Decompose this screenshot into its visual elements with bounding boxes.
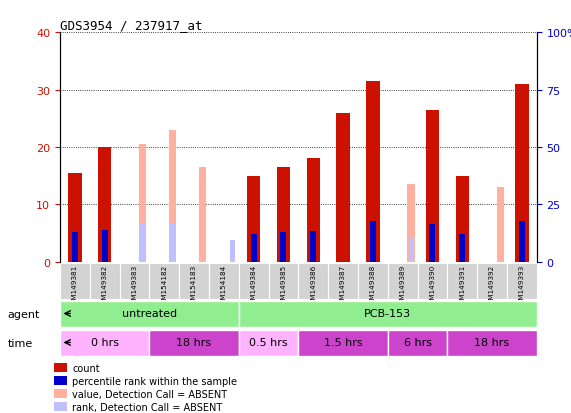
Bar [150,263,179,299]
Bar [519,221,525,262]
Bar [507,263,537,299]
Bar [366,82,380,262]
Bar [459,235,465,262]
Text: GSM149393: GSM149393 [519,264,525,309]
Bar [515,85,529,262]
Text: 0 hrs: 0 hrs [91,338,119,348]
Bar [370,221,376,262]
Bar [119,263,150,299]
Bar [54,363,67,372]
Text: GSM149383: GSM149383 [131,264,138,309]
Bar [72,233,78,262]
Bar [170,224,175,262]
Bar [54,402,67,411]
Text: time: time [7,338,33,348]
Bar [299,330,388,356]
Text: GSM149391: GSM149391 [459,264,465,309]
Text: GSM149384: GSM149384 [251,264,256,309]
Bar [239,263,268,299]
Text: GSM149390: GSM149390 [429,264,436,309]
Text: percentile rank within the sample: percentile rank within the sample [72,376,237,386]
Bar [417,263,447,299]
Text: rank, Detection Call = ABSENT: rank, Detection Call = ABSENT [72,401,223,411]
Bar [102,230,107,262]
Bar [139,145,147,262]
Text: PCB-153: PCB-153 [364,309,411,319]
Text: untreated: untreated [122,309,177,319]
Text: 18 hrs: 18 hrs [176,338,212,348]
Bar [60,263,90,299]
Text: GSM154184: GSM154184 [221,264,227,309]
Bar [388,263,417,299]
Bar [54,376,67,385]
Bar [268,263,298,299]
Bar [179,263,209,299]
Bar [150,330,239,356]
Text: GSM149382: GSM149382 [102,264,108,309]
Bar [169,131,176,262]
Bar [277,168,290,262]
Bar [409,237,413,262]
Bar [54,389,67,398]
Text: 0.5 hrs: 0.5 hrs [249,338,288,348]
Bar [388,330,447,356]
Bar [310,231,316,262]
Bar [336,113,350,262]
Bar [447,330,537,356]
Text: agent: agent [7,309,40,319]
Text: GSM149387: GSM149387 [340,264,346,309]
Bar [328,263,358,299]
Text: count: count [72,363,100,373]
Text: 1.5 hrs: 1.5 hrs [324,338,363,348]
Text: 6 hrs: 6 hrs [404,338,432,348]
Bar [477,263,507,299]
Bar [251,235,256,262]
Bar [239,301,537,327]
Bar [140,224,145,262]
Bar [199,168,206,262]
Bar [209,263,239,299]
Bar [456,176,469,262]
Bar [60,301,239,327]
Bar [280,233,287,262]
Text: value, Detection Call = ABSENT: value, Detection Call = ABSENT [72,389,227,399]
Bar [90,263,119,299]
Text: GSM154182: GSM154182 [161,264,167,309]
Bar [60,330,150,356]
Text: GSM154183: GSM154183 [191,264,197,309]
Text: GSM149389: GSM149389 [400,264,405,309]
Bar [239,330,298,356]
Text: GDS3954 / 237917_at: GDS3954 / 237917_at [60,19,203,32]
Bar [497,188,504,262]
Text: GSM149392: GSM149392 [489,264,495,309]
Text: GSM149388: GSM149388 [370,264,376,309]
Text: GSM149386: GSM149386 [310,264,316,309]
Bar [447,263,477,299]
Bar [98,147,111,262]
Bar [299,263,328,299]
Bar [307,159,320,262]
Bar [230,240,235,262]
Bar [247,176,260,262]
Text: 18 hrs: 18 hrs [475,338,509,348]
Bar [358,263,388,299]
Text: GSM149385: GSM149385 [280,264,287,309]
Bar [407,185,415,262]
Bar [426,110,439,262]
Text: GSM149381: GSM149381 [72,264,78,309]
Bar [68,173,82,262]
Bar [429,224,436,262]
